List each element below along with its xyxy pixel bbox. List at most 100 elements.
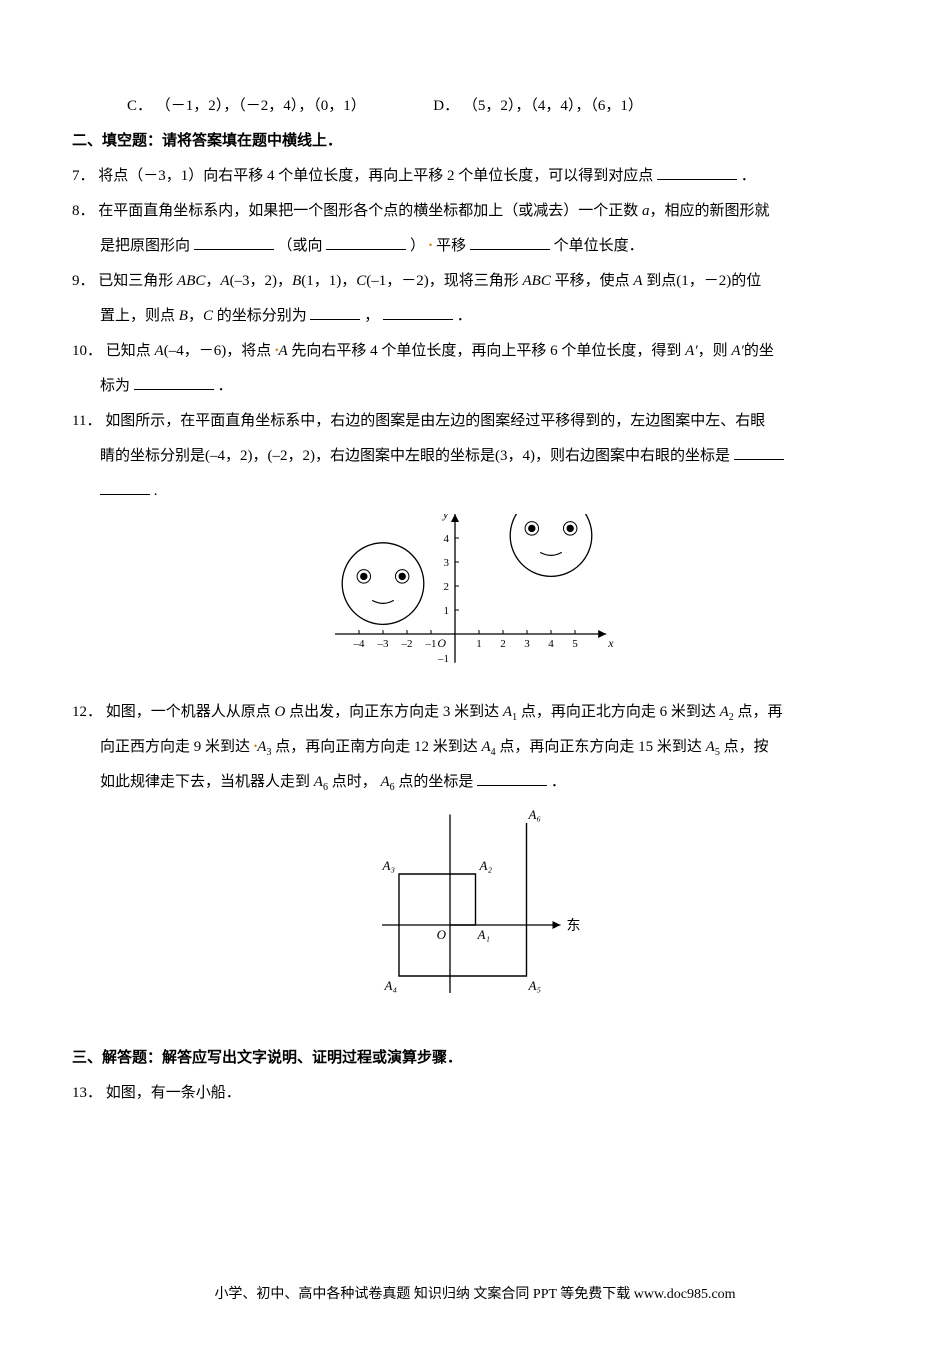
options-row: C． （－1，2），（－2，4），（0，1） D． （5，2），（4，4），（6… <box>72 90 878 123</box>
figure-2-svg: OA₁A₂A₃A₄A₅A₆东 <box>345 805 605 1015</box>
q7-blank <box>657 164 737 180</box>
q12-l2d: 点，按 <box>720 739 769 755</box>
q8-l2a: 是把原图形向 <box>100 238 190 254</box>
q12-A2: A <box>720 704 729 720</box>
q12-A5: A <box>706 739 715 755</box>
q9-B: B <box>292 273 301 289</box>
q9-l2a: 置上，则点 <box>100 308 179 324</box>
q12-l2b: 点，再向正南方向走 12 米到达 <box>271 739 481 755</box>
q9-C: C <box>356 273 366 289</box>
svg-text:4: 4 <box>444 533 450 545</box>
q11-num: 11． <box>72 413 101 429</box>
svg-text:A₁: A₁ <box>477 927 490 942</box>
q10-l2a: 标为 <box>100 378 130 394</box>
q9-t4: 到点(1，－2)的位 <box>643 273 762 289</box>
option-c-text: （－1，2），（－2，4），（0，1） <box>156 98 366 114</box>
q8-blank2 <box>326 234 406 250</box>
figure-2-robot: OA₁A₂A₃A₄A₅A₆东 <box>72 805 878 1028</box>
q12-blank <box>477 770 547 786</box>
q10-num: 10． <box>72 343 102 359</box>
q9-t3: 平移，使点 <box>551 273 634 289</box>
q12-A6b: A <box>380 774 389 790</box>
q13-t1: 如图，有一条小船． <box>106 1085 241 1101</box>
svg-text:3: 3 <box>524 638 530 650</box>
svg-text:2: 2 <box>500 638 506 650</box>
svg-text:A₂: A₂ <box>479 858 493 873</box>
question-12-line2: 向正西方向走 9 米到达 •A3 点，再向正南方向走 12 米到达 A4 点，再… <box>72 731 878 764</box>
question-9-line2: 置上，则点 B，C 的坐标分别为 ， ． <box>72 300 878 333</box>
q9-abc2: ABC <box>523 273 551 289</box>
page-footer: 小学、初中、高中各种试卷真题 知识归纳 文案合同 PPT 等免费下载 www.d… <box>72 1280 878 1311</box>
q9-end: ． <box>457 308 472 324</box>
question-12-line1: 12． 如图，一个机器人从原点 O 点出发，向正东方向走 3 米到达 A1 点，… <box>72 696 878 729</box>
svg-text:3: 3 <box>444 557 450 569</box>
svg-text:A₆: A₆ <box>528 807 541 822</box>
q11-l2: 睛的坐标分别是(–4，2)，(–2，2)，右边图案中左眼的坐标是(3，4)，则右… <box>100 448 730 464</box>
svg-text:y: y <box>442 514 449 521</box>
q9-pa: (–3，2)， <box>230 273 293 289</box>
q12-num: 12． <box>72 704 102 720</box>
q8-l2e: 个单位长度． <box>554 238 644 254</box>
q10-t1: 已知点 <box>106 343 155 359</box>
q9-l2b: 的坐标分别为 <box>213 308 307 324</box>
q12-O: O <box>275 704 286 720</box>
q12-A4: A <box>481 739 490 755</box>
figure-1-faces: –4–3–2–1123454321–1Oxy <box>72 514 878 682</box>
question-9-line1: 9． 已知三角形 ABC，A(–3，2)，B(1，1)，C(–1，－2)，现将三… <box>72 265 878 298</box>
question-11-line2: 睛的坐标分别是(–4，2)，(–2，2)，右边图案中左眼的坐标是(3，4)，则右… <box>72 440 878 473</box>
q8-t2: ，相应的新图形就 <box>650 203 770 219</box>
q12-t3: 点，再向正北方向走 6 米到达 <box>517 704 720 720</box>
q9-t1: 已知三角形 <box>98 273 177 289</box>
svg-text:4: 4 <box>548 638 554 650</box>
q10-pa: (–4，－6)，将点 <box>164 343 275 359</box>
q8-l2c: ） <box>410 238 425 254</box>
figure-1-svg: –4–3–2–1123454321–1Oxy <box>325 514 625 669</box>
q10-blank <box>134 374 214 390</box>
q9-abc: ABC <box>177 273 205 289</box>
q12-t4: 点，再 <box>734 704 783 720</box>
q11-end: . <box>154 483 158 499</box>
q7-num: 7． <box>72 168 95 184</box>
svg-text:2: 2 <box>444 581 450 593</box>
dot-marker-1: • <box>429 241 433 252</box>
svg-text:–2: –2 <box>401 638 413 650</box>
svg-text:x: x <box>607 636 614 650</box>
q8-t1: 在平面直角坐标系内，如果把一个图形各个点的横坐标都加上（或减去）一个正数 <box>98 203 642 219</box>
option-d-text: （5，2），（4，4），（6，1） <box>463 98 643 114</box>
q12-l2a: 向正西方向走 9 米到达 <box>100 739 254 755</box>
svg-text:–4: –4 <box>353 638 366 650</box>
question-10-line2: 标为 ． <box>72 370 878 403</box>
q11-t1: 如图所示，在平面直角坐标系中，右边的图案是由左边的图案经过平移得到的，左边图案中… <box>105 413 765 429</box>
svg-text:–1: –1 <box>425 638 437 650</box>
q10-t4: 的坐 <box>744 343 774 359</box>
q10-Ap2: A′ <box>731 343 743 359</box>
q12-end: ． <box>551 774 566 790</box>
q12-l3a: 如此规律走下去，当机器人走到 <box>100 774 314 790</box>
q9-B2: B <box>179 308 188 324</box>
question-10-line1: 10． 已知点 A(–4，－6)，将点 •A 先向右平移 4 个单位长度，再向上… <box>72 335 878 368</box>
question-11-line1: 11． 如图所示，在平面直角坐标系中，右边的图案是由左边的图案经过平移得到的，左… <box>72 405 878 438</box>
section-2-heading: 二、填空题：请将答案填在题中横线上． <box>72 125 878 158</box>
question-13: 13． 如图，有一条小船． <box>72 1077 878 1110</box>
q9-A2: A <box>633 273 642 289</box>
option-d-label: D． <box>433 98 459 114</box>
question-8-line1: 8． 在平面直角坐标系内，如果把一个图形各个点的横坐标都加上（或减去）一个正数 … <box>72 195 878 228</box>
q13-num: 13． <box>72 1085 102 1101</box>
q12-l2c: 点，再向正东方向走 15 米到达 <box>496 739 706 755</box>
q12-A6: A <box>314 774 323 790</box>
question-7: 7． 将点（－3，1）向右平移 4 个单位长度，再向上平移 2 个单位长度，可以… <box>72 160 878 193</box>
question-8-line2: 是把原图形向 （或向 ） • 平移 个单位长度． <box>72 230 878 263</box>
svg-text:1: 1 <box>444 605 450 617</box>
q10-end: ． <box>218 378 233 394</box>
q8-blank1 <box>194 234 274 250</box>
q9-num: 9． <box>72 273 95 289</box>
q12-l3c: 点的坐标是 <box>395 774 474 790</box>
q10-Ap: A′ <box>685 343 697 359</box>
q12-A1: A <box>503 704 512 720</box>
q10-t3: ，则 <box>698 343 732 359</box>
svg-text:A₅: A₅ <box>528 978 541 993</box>
svg-text:O: O <box>437 927 447 942</box>
q9-t2: ， <box>205 273 220 289</box>
q7-end: ． <box>741 168 756 184</box>
q8-a: a <box>642 203 650 219</box>
